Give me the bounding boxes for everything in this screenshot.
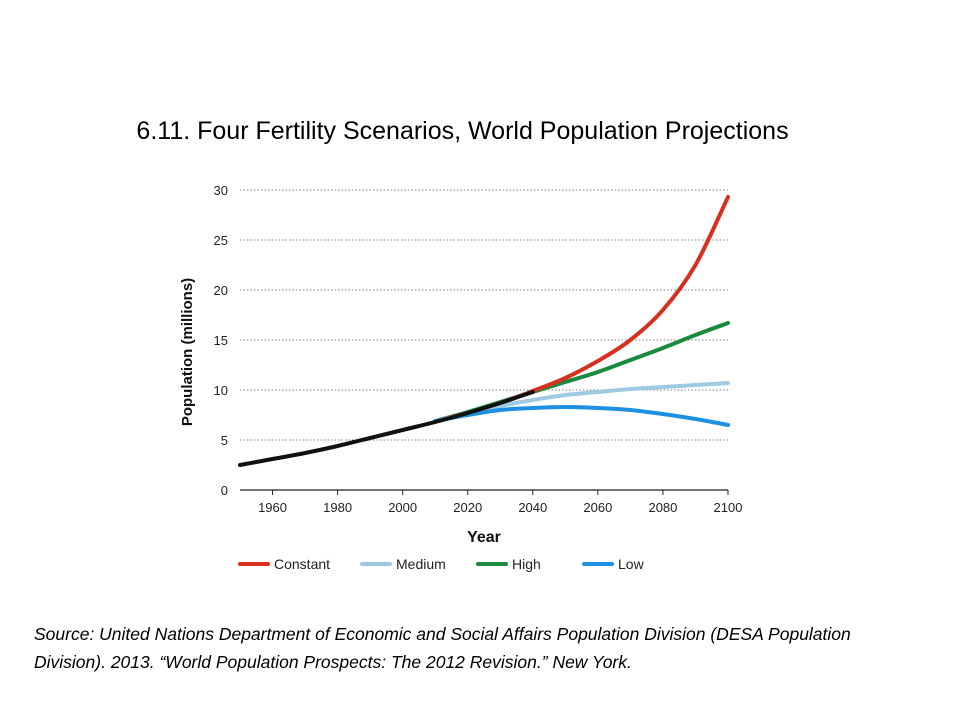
legend-label-low: Low bbox=[618, 556, 645, 572]
y-tick-label: 25 bbox=[214, 233, 228, 248]
x-tick-label: 2100 bbox=[714, 500, 743, 515]
y-tick-label: 10 bbox=[214, 383, 228, 398]
series-layer bbox=[238, 195, 730, 467]
y-tick-label: 5 bbox=[221, 433, 228, 448]
x-tick-label: 1980 bbox=[323, 500, 352, 515]
population-line-chart: 0 5 10 15 20 25 30 1960 1980 2000 2020 2040 2060 2080… bbox=[179, 183, 742, 572]
legend-label-medium: Medium bbox=[396, 556, 446, 572]
x-tick-label: 2080 bbox=[648, 500, 677, 515]
grid-layer bbox=[240, 189, 728, 441]
x-axis-title: Year bbox=[467, 529, 501, 546]
x-tick-label: 2020 bbox=[453, 500, 482, 515]
y-axis-title: Population (millions) bbox=[179, 278, 196, 426]
x-tick-label: 2040 bbox=[518, 500, 547, 515]
legend-label-high: High bbox=[512, 556, 541, 572]
chart-panel: 0 5 10 15 20 25 30 1960 1980 2000 2020 2040 2060 2080… bbox=[168, 158, 790, 598]
axis-layer: 0 5 10 15 20 25 30 1960 1980 2000 2020 2040 2060 2080… bbox=[179, 183, 742, 546]
y-tick-label: 15 bbox=[214, 333, 228, 348]
y-tick-label: 0 bbox=[221, 483, 228, 498]
x-tick-label: 1960 bbox=[258, 500, 287, 515]
legend-layer: Constant Medium High Low bbox=[238, 556, 645, 572]
y-tick-label: 30 bbox=[214, 183, 228, 198]
slide-title-line-1: 6.11. Four Fertility Scenarios, World Po… bbox=[136, 117, 789, 145]
series-line-low bbox=[433, 404, 730, 427]
source-note: Source: United Nations Department of Eco… bbox=[34, 624, 851, 672]
x-tick-label: 2000 bbox=[388, 500, 417, 515]
y-tick-label: 20 bbox=[214, 283, 228, 298]
series-line-historical bbox=[238, 390, 535, 467]
legend-label-constant: Constant bbox=[274, 556, 330, 572]
x-tick-label: 2060 bbox=[583, 500, 612, 515]
